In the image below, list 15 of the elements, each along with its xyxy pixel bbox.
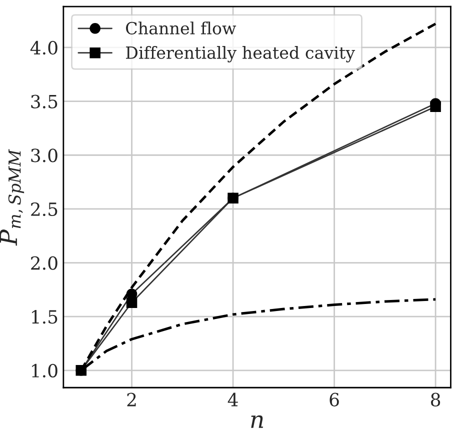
x-tick-label: 8 <box>431 392 440 406</box>
y-tick-label: 3.0 <box>31 148 58 162</box>
y-tick-label: 4.0 <box>30 40 58 55</box>
x-tick-label: 6 <box>330 392 339 406</box>
y-tick-label: 1.0 <box>32 364 58 378</box>
x-tick-label: 2 <box>127 392 136 406</box>
y-tick-label: 2.5 <box>31 202 58 216</box>
y-axis-title: P$_{m,SpMM}$ <box>0 149 24 246</box>
legend-label: Channel flow <box>126 22 236 34</box>
y-tick-label: 3.5 <box>31 94 58 108</box>
y-tick-label: 1.5 <box>32 310 58 324</box>
x-axis-title: n <box>251 415 264 428</box>
x-tick-label: 4 <box>228 392 238 406</box>
y-tick-label: 2.0 <box>31 256 58 270</box>
legend-label: Differentially heated cavity <box>126 46 356 62</box>
